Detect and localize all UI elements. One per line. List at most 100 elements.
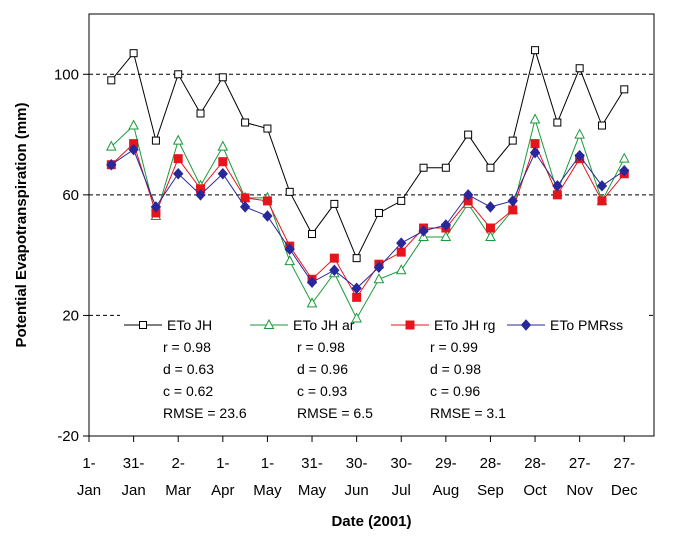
data-point xyxy=(618,152,630,163)
data-point xyxy=(284,243,295,255)
data-point xyxy=(351,312,362,323)
data-point xyxy=(329,264,340,276)
data-point xyxy=(218,73,227,82)
data-point xyxy=(128,119,139,130)
legend: ETo JH ETo JH ar ETo JH rg ETo PMRss xyxy=(124,317,623,333)
data-point xyxy=(352,254,361,263)
legend-background xyxy=(120,306,646,426)
data-point xyxy=(620,85,629,94)
data-point xyxy=(173,154,183,164)
y-tick-label: 20 xyxy=(62,307,79,324)
x-tick-label-day: 31- xyxy=(123,455,145,472)
x-tick-label-day: 28- xyxy=(480,455,502,472)
data-point xyxy=(395,264,407,275)
x-tick-label-month: Jun xyxy=(345,482,369,499)
x-tick-label-day: 1- xyxy=(216,455,229,472)
data-point xyxy=(173,168,184,180)
x-tick-label-day: 1- xyxy=(82,455,95,472)
data-point xyxy=(263,124,272,133)
data-point xyxy=(597,196,607,206)
statistics-block: r = 0.98 d = 0.63 c = 0.62 RMSE = 23.6 r = 0… xyxy=(163,339,506,421)
stat-rmse: RMSE = 6.5 xyxy=(297,405,373,421)
series-line xyxy=(110,48,625,260)
data-point xyxy=(396,247,406,257)
data-point xyxy=(374,208,383,217)
series-2 xyxy=(105,113,630,323)
stat-rmse: RMSE = 23.6 xyxy=(163,405,247,421)
stat-d: d = 0.96 xyxy=(297,361,348,377)
series-1 xyxy=(107,46,629,263)
data-point xyxy=(596,180,608,192)
grid-lines xyxy=(89,73,654,316)
x-axis-label: Date (2001) xyxy=(331,513,411,530)
legend-label: ETo JH rg xyxy=(434,317,495,333)
data-point xyxy=(106,158,117,171)
data-point xyxy=(262,196,272,206)
legend-item: ETo JH xyxy=(124,317,212,333)
x-tick-label-month: Aug xyxy=(432,482,459,499)
data-point xyxy=(485,201,496,213)
series-line xyxy=(111,148,625,289)
y-tick-label: 100 xyxy=(54,66,79,83)
stat-c: c = 0.96 xyxy=(430,383,480,399)
x-tick-label-month: Jul xyxy=(392,482,411,499)
x-tick-label-day: 27- xyxy=(569,455,591,472)
x-tick-label-day: 28- xyxy=(524,455,546,472)
stat-c: c = 0.93 xyxy=(297,383,347,399)
data-point xyxy=(462,189,474,201)
data-point xyxy=(597,121,606,130)
x-tick-label-month: Mar xyxy=(165,482,191,499)
data-point xyxy=(440,230,452,242)
plot-frame xyxy=(88,13,655,437)
data-point xyxy=(440,219,452,231)
stat-d: d = 0.63 xyxy=(163,361,214,377)
data-point xyxy=(107,76,116,85)
x-tick-label-day: 29- xyxy=(435,455,457,472)
x-tick-label-day: 31- xyxy=(301,455,323,472)
y-tick-label: -20 xyxy=(57,428,79,445)
x-tick-label-month: May xyxy=(298,482,327,499)
data-point xyxy=(552,190,562,200)
x-tick-label-month: Dec xyxy=(611,482,638,499)
data-point xyxy=(217,140,229,151)
x-tick-label-day: 1- xyxy=(261,455,274,472)
x-tick-label-month: Apr xyxy=(211,482,234,499)
x-tick-label-month: May xyxy=(253,482,282,499)
data-point xyxy=(217,168,228,180)
data-point xyxy=(129,49,138,58)
data-point xyxy=(195,189,206,201)
legend-marker xyxy=(139,321,147,329)
data-point xyxy=(351,282,362,295)
y-axis-ticks: -20 20 60 100 xyxy=(54,66,89,445)
data-point xyxy=(262,210,273,222)
x-tick-label-month: Jan xyxy=(122,482,146,499)
data-point xyxy=(329,253,339,263)
data-point xyxy=(150,201,162,213)
x-tick-label-month: Jan xyxy=(77,482,101,499)
legend-item: ETo JH ar xyxy=(250,317,355,333)
data-point xyxy=(151,136,160,145)
stat-r: r = 0.98 xyxy=(163,339,211,355)
legend-label: ETo PMRss xyxy=(550,317,623,333)
data-point xyxy=(418,225,429,237)
data-point xyxy=(486,163,495,172)
stat-r: r = 0.98 xyxy=(297,339,345,355)
data-point xyxy=(284,255,296,266)
data-point xyxy=(507,195,518,207)
x-tick-label-month: Nov xyxy=(566,482,593,499)
data-point xyxy=(529,146,541,159)
data-point xyxy=(575,64,584,73)
series-line xyxy=(110,117,625,320)
data-point xyxy=(574,149,585,162)
legend-marker xyxy=(520,319,532,331)
data-point xyxy=(285,187,294,196)
stat-rmse: RMSE = 3.1 xyxy=(430,405,506,421)
data-point xyxy=(308,230,317,239)
data-point xyxy=(373,273,385,284)
data-point xyxy=(508,205,518,215)
data-point xyxy=(128,143,139,156)
x-tick-label-month: Sep xyxy=(477,482,504,499)
legend-marker xyxy=(405,320,415,330)
data-point xyxy=(240,193,250,203)
x-tick-label-month: Oct xyxy=(523,482,547,499)
